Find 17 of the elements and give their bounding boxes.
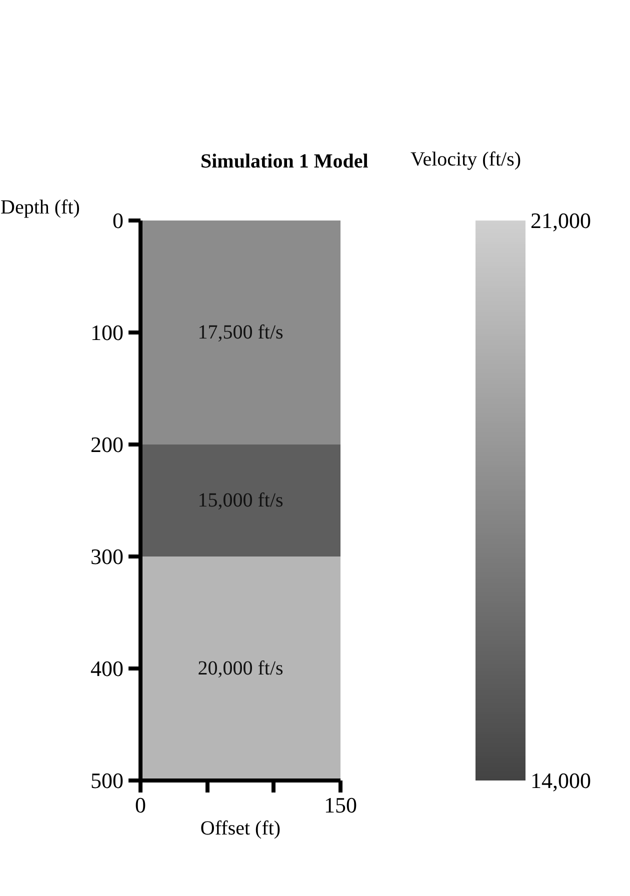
y-axis-title: Depth (ft) (0, 196, 80, 218)
y-tick-label: 300 (90, 544, 124, 569)
y-tick-label: 400 (90, 656, 124, 681)
series-label: 20,000 ft/s (198, 658, 284, 680)
y-tick-label: 100 (90, 320, 124, 345)
chart-title: Simulation 1 Model (200, 150, 369, 172)
series-label: 15,000 ft/s (198, 490, 284, 512)
x-tick-label: 150 (324, 792, 357, 818)
series-label: 17,500 ft/s (198, 322, 284, 344)
color-bar-label: 14,000 (530, 768, 591, 793)
bar (140, 444, 340, 556)
y-tick-label: 500 (90, 768, 124, 793)
y-tick-label: 200 (90, 432, 124, 457)
color-bar-label: 21,000 (530, 208, 591, 233)
y-tick-label: 0 (112, 208, 124, 233)
x-axis-title: Offset (ft) (200, 818, 281, 840)
color-bar-title: Velocity (ft/s) (410, 148, 522, 170)
